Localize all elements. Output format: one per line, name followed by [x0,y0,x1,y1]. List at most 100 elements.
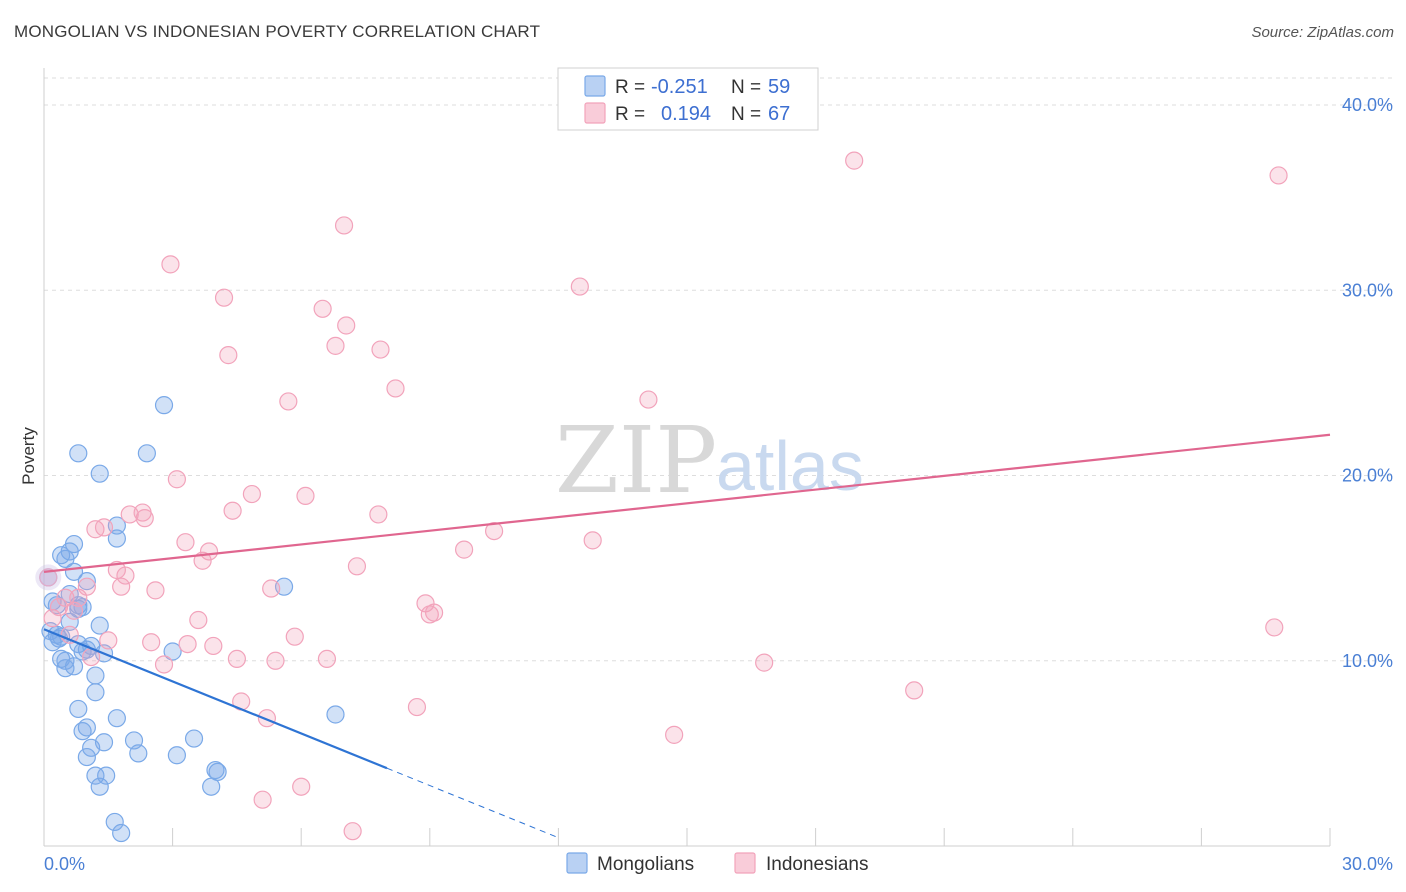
point-indonesians [142,633,161,652]
point-indonesians [407,697,427,717]
point-indonesians [219,346,238,365]
legend-r-value-mongolians: -0.251 [651,76,708,98]
point-indonesians [214,288,234,307]
point-indonesians [334,216,354,235]
point-indonesians [146,581,165,600]
point-indonesians [204,636,223,656]
point-indonesians [279,392,298,411]
point-indonesians [154,655,174,674]
point-mongolians [90,464,109,483]
legend-r-value-indonesians: 0.194 [661,103,711,125]
legend-n-value-mongolians: 59 [768,76,790,98]
point-indonesians [326,336,345,355]
trend-line-extension-mongolians [386,767,559,839]
point-indonesians [161,255,180,274]
point-cluster-overlap [35,564,62,591]
stats-legend: R = -0.251 N = 59 R = 0.194 N = 67 [557,67,819,131]
point-indonesians [262,579,281,598]
data-points [35,151,1288,843]
point-indonesians [665,725,684,744]
point-mongolians [64,534,84,554]
point-indonesians [242,484,262,504]
x-tick-label: 30.0% [1342,854,1393,874]
y-tick-label: 30.0% [1342,280,1393,300]
point-indonesians [199,542,219,561]
point-indonesians [99,631,118,650]
bottom-legend-swatch-indonesians [734,852,756,874]
point-indonesians [485,521,504,541]
point-mongolians [77,572,96,591]
point-indonesians [253,790,272,809]
point-mongolians [167,746,186,765]
series-legend: Mongolians Indonesians [566,852,868,875]
point-mongolians [112,823,131,843]
point-mongolians [163,642,182,661]
trend-line-indonesians [43,433,1331,573]
point-indonesians [112,577,131,596]
point-indonesians [49,597,69,617]
point-indonesians [905,681,924,700]
point-mongolians [86,766,105,785]
point-indonesians [292,777,311,796]
bottom-legend-label-indonesians: Indonesians [766,854,868,875]
point-indonesians [56,588,75,607]
point-indonesians [223,501,242,520]
y-tick-label: 10.0% [1342,651,1393,671]
chart-source: Source: ZipAtlas.com [1251,24,1394,41]
point-indonesians [755,653,774,672]
point-mongolians [90,777,109,796]
point-indonesians [39,568,58,587]
point-indonesians [1265,618,1284,637]
point-mongolians [208,762,227,782]
point-indonesians [189,610,208,630]
point-mongolians [86,683,105,702]
legend-r-label-indonesians: R = [615,104,645,125]
point-mongolians [129,744,148,763]
watermark-zip: ZIP [555,407,717,514]
point-indonesians [178,634,197,654]
trend-line-mongolians [43,628,388,770]
trend-lines [43,433,1331,839]
point-indonesians [116,566,135,585]
point-indonesians [313,299,332,318]
point-mongolians [107,529,126,548]
point-mongolians [77,747,96,767]
point-indonesians [639,390,658,409]
point-mongolians [90,616,109,635]
point-mongolians [94,733,114,752]
point-indonesians [317,649,337,669]
point-mongolians [97,766,116,785]
gridlines [44,77,1395,662]
point-indonesians [371,340,390,359]
point-mongolians [154,396,174,415]
point-mongolians [69,444,88,463]
point-indonesians [386,379,405,398]
point-indonesians [167,470,186,489]
x-tick-label: 0.0% [44,854,85,874]
point-indonesians [347,557,367,576]
legend-r-label-mongolians: R = [615,77,645,98]
point-indonesians [43,609,62,628]
point-indonesians [570,277,589,296]
bottom-legend-swatch-mongolians [566,852,588,874]
point-mongolians [326,705,345,724]
point-indonesians [296,486,315,505]
y-tick-labels: 10.0% 20.0% 30.0% 40.0% [1342,95,1393,671]
point-indonesians [135,509,154,528]
bottom-legend-label-mongolians: Mongolians [597,854,694,875]
legend-swatch-indonesians [584,102,606,124]
chart-title: MONGOLIAN VS INDONESIAN POVERTY CORRELAT… [14,22,541,41]
x-axis-ticks [43,828,1331,846]
point-mongolians [105,812,124,832]
x-tick-labels: 0.0% 30.0% [44,854,1393,874]
legend-n-label-indonesians: N = [731,104,761,125]
point-mongolians [86,666,105,685]
point-indonesians [227,649,246,669]
point-indonesians [343,822,362,841]
point-indonesians [94,518,114,537]
y-tick-label: 40.0% [1342,95,1393,115]
point-indonesians [77,577,96,596]
point-mongolians [107,709,126,728]
point-indonesians [424,603,444,622]
point-mongolians [60,612,79,631]
